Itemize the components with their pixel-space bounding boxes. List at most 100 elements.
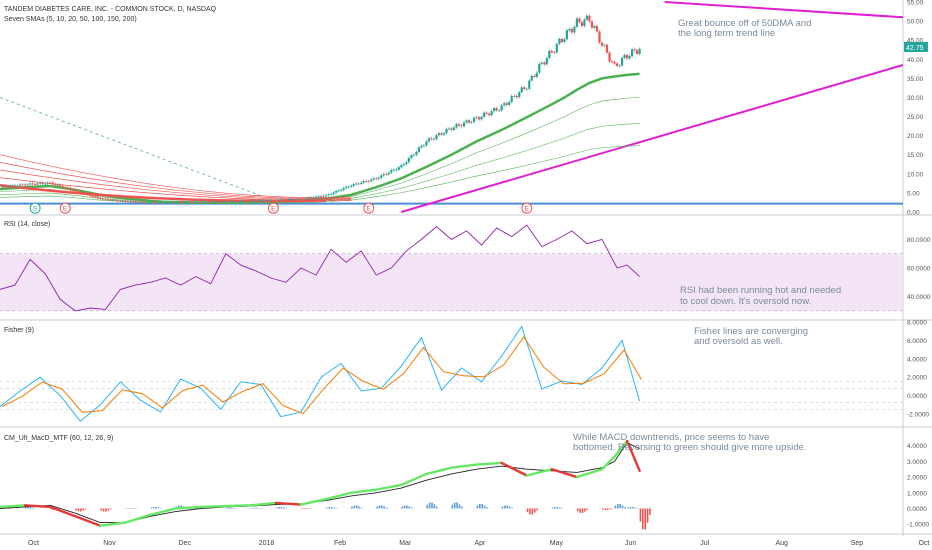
candle-body <box>553 52 556 54</box>
candle-body <box>470 122 473 123</box>
candle-body <box>106 198 109 200</box>
price-annotation-line-2: the long term trend line <box>678 28 775 39</box>
candle-body <box>212 201 215 203</box>
earnings-marker-label: E <box>366 206 371 213</box>
macd-histogram-bar <box>602 508 604 510</box>
candle-body <box>455 124 458 128</box>
macd-histogram-bar <box>32 507 34 509</box>
candle-body <box>247 201 250 202</box>
macd-histogram-bar <box>225 507 228 509</box>
candle-body <box>51 182 54 185</box>
earnings-marker <box>267 202 279 214</box>
macd-histogram-bar <box>378 505 381 509</box>
candle-body <box>372 178 375 180</box>
macd-histogram-bar <box>531 508 534 515</box>
x-tick-label: Oct <box>28 540 39 547</box>
candle-body <box>146 202 150 204</box>
macd-line-segment <box>0 504 27 509</box>
macd-line-segment <box>400 472 428 487</box>
earnings-marker-label: E <box>524 206 529 213</box>
sma-slow-line <box>0 123 640 204</box>
macd-histogram-bar <box>132 508 135 509</box>
macd-histogram-bar <box>533 508 536 513</box>
macd-line-segment <box>349 488 378 494</box>
macd-histogram-bar <box>501 506 504 509</box>
macd-histogram-bar <box>82 508 85 511</box>
macd-histogram-bar <box>355 505 358 509</box>
macd-histogram-bar <box>451 504 454 509</box>
candle-body <box>284 199 288 201</box>
candle-body <box>425 141 428 146</box>
candle-body <box>101 198 104 200</box>
macd-histogram-bar <box>401 506 403 509</box>
macd-histogram-bar <box>576 508 579 512</box>
candle-body <box>89 194 92 196</box>
candle-body <box>400 165 403 168</box>
candle-body <box>538 63 541 73</box>
rsi-line <box>0 224 640 312</box>
y-tick-label: 0.0000 <box>907 393 927 400</box>
macd-line-segment <box>625 439 641 472</box>
fisher-panel <box>0 325 903 423</box>
macd-histogram-bar <box>102 508 105 512</box>
candle-body <box>367 181 370 182</box>
candle-body <box>234 201 237 203</box>
x-tick-label: Nov <box>103 540 116 547</box>
macd-histogram-bar <box>125 508 128 509</box>
macd-histogram-bar <box>478 504 481 509</box>
macd-histogram-bar <box>130 508 132 509</box>
macd-histogram-bar <box>250 507 253 509</box>
candle-body <box>252 200 255 202</box>
macd-histogram-bar <box>453 502 456 509</box>
candle-body <box>355 183 358 185</box>
macd-histogram-bar <box>385 507 388 509</box>
candle-body <box>510 96 513 102</box>
macd-line-segment <box>425 466 453 476</box>
macd-histogram-bar <box>619 503 621 509</box>
candle-body <box>149 202 152 204</box>
earnings-marker <box>521 202 533 214</box>
candle-body <box>427 138 431 142</box>
macd-line-segment <box>23 504 52 509</box>
candle-body <box>631 49 634 57</box>
macd-histogram-bar <box>34 507 37 509</box>
candle-body <box>415 152 418 155</box>
candle-body <box>395 169 398 171</box>
candle-body <box>508 101 511 105</box>
macd-histogram-bar <box>554 506 556 509</box>
y-tick-label: 8.0000 <box>907 320 927 327</box>
macd-histogram-bar <box>561 507 564 509</box>
x-tick-label: Oct <box>918 540 929 547</box>
macd-histogram-bar <box>646 508 649 523</box>
candle-body <box>312 197 315 199</box>
candle-body <box>29 183 32 185</box>
x-tick-label: Jun <box>625 540 636 547</box>
macd-histogram-bar <box>461 506 463 509</box>
macd-histogram-bar <box>351 506 353 509</box>
macd-histogram-bar <box>410 507 413 509</box>
y-tick-label: 80.0000 <box>907 237 931 244</box>
x-tick-label: Jul <box>700 540 709 547</box>
macd-histogram-bar <box>84 508 87 510</box>
macd-histogram-bar <box>627 507 629 509</box>
earnings-marker <box>363 202 375 214</box>
candle-body <box>595 26 599 32</box>
candle-body <box>96 196 99 198</box>
candle-body <box>330 193 333 195</box>
macd-histogram-bar <box>303 508 305 510</box>
resistance-trendline <box>664 1 904 19</box>
candle-body <box>166 202 170 203</box>
macd-histogram-bar <box>506 505 509 509</box>
macd-annotation-line-2: bottomed. Reversing to green should give… <box>573 442 806 453</box>
macd-line-segment <box>149 507 177 516</box>
candle-body <box>6 186 9 188</box>
candle-body <box>513 95 516 97</box>
candle-body <box>111 199 114 201</box>
earnings-marker-label: E <box>271 206 276 213</box>
candle-body <box>322 196 325 197</box>
candle-body <box>237 201 240 203</box>
macd-histogram-bar <box>157 507 160 509</box>
candle-body <box>141 201 145 203</box>
candle-body <box>204 201 207 203</box>
